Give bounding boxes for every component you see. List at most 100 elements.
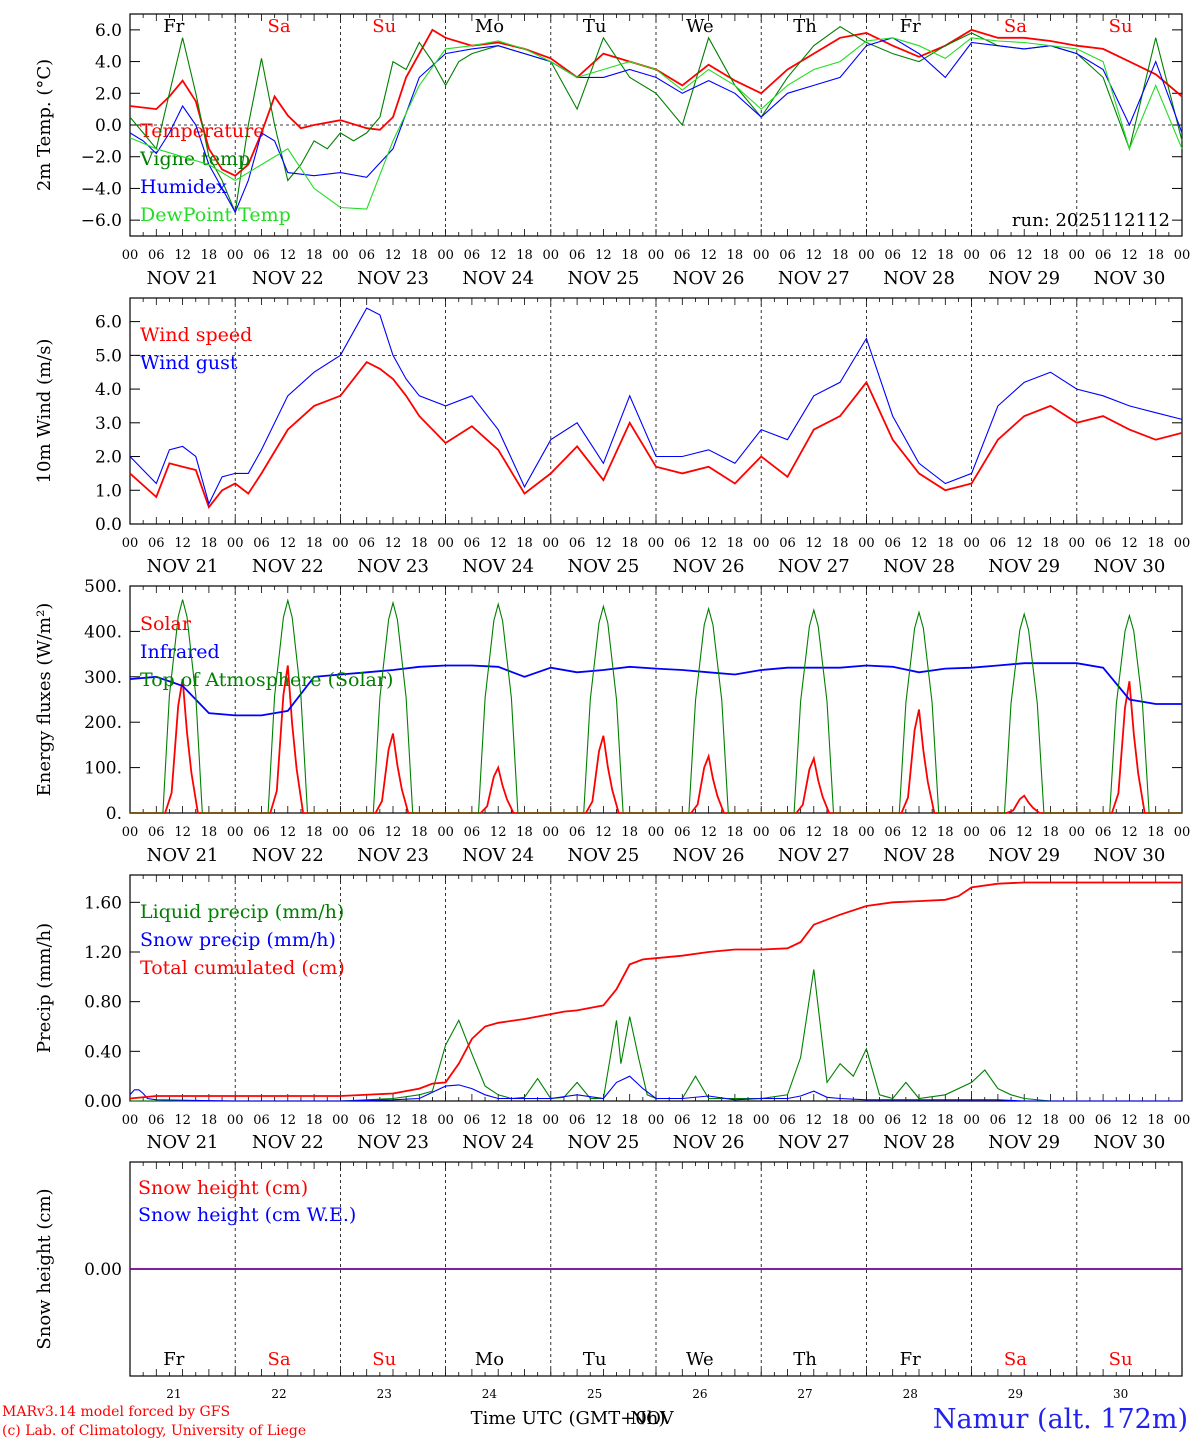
hour-tick-label: 06 bbox=[569, 825, 586, 840]
hour-tick-label: 00 bbox=[227, 825, 244, 840]
hour-tick-label: 06 bbox=[1095, 248, 1112, 263]
hour-tick-label: 12 bbox=[595, 825, 612, 840]
hour-tick-label: 06 bbox=[1095, 1113, 1112, 1128]
hour-tick-label: 18 bbox=[937, 1113, 954, 1128]
legend-entry: Temperature bbox=[140, 120, 264, 142]
hour-tick-label: 00 bbox=[1069, 1113, 1086, 1128]
y-tick-label: 4.0 bbox=[95, 380, 122, 400]
hour-tick-label: 18 bbox=[411, 825, 428, 840]
hour-tick-label: 18 bbox=[1042, 536, 1059, 551]
day-number: 22 bbox=[271, 1387, 286, 1401]
date-label: NOV 24 bbox=[462, 1132, 534, 1153]
hour-tick-label: 18 bbox=[516, 825, 533, 840]
hour-tick-label: 06 bbox=[464, 825, 481, 840]
footer-credit-line: (c) Lab. of Climatology, University of L… bbox=[2, 1423, 306, 1439]
y-tick-label: 0.0 bbox=[95, 116, 122, 136]
legend-entry: Vigne temp bbox=[139, 148, 250, 170]
legend-entry: Infrared bbox=[140, 641, 220, 663]
hour-tick-label: 06 bbox=[674, 825, 691, 840]
hour-tick-label: 18 bbox=[306, 1113, 323, 1128]
hour-tick-label: 06 bbox=[674, 248, 691, 263]
day-number: 27 bbox=[797, 1387, 812, 1401]
series-line-infrared bbox=[129, 662, 1182, 717]
run-annotation: run: 2025112112 bbox=[1012, 210, 1170, 231]
date-label: NOV 22 bbox=[252, 1132, 324, 1153]
hour-tick-label: 12 bbox=[595, 1113, 612, 1128]
day-name-top: Sa bbox=[1004, 16, 1027, 37]
hour-tick-label: 12 bbox=[595, 248, 612, 263]
hour-tick-label: 18 bbox=[411, 1113, 428, 1128]
date-label: NOV 30 bbox=[1093, 1132, 1165, 1153]
hour-tick-label: 00 bbox=[437, 825, 454, 840]
hour-tick-label: 12 bbox=[700, 825, 717, 840]
day-number: 29 bbox=[1008, 1387, 1023, 1401]
hour-tick-label: 12 bbox=[911, 825, 928, 840]
hour-tick-label: 12 bbox=[174, 536, 191, 551]
hour-tick-label: 12 bbox=[490, 825, 507, 840]
date-label: NOV 29 bbox=[988, 1132, 1060, 1153]
hour-tick-label: 18 bbox=[727, 536, 744, 551]
panel-2: 10m Wind (m/s)6.05.04.03.02.01.00.000 06 1… bbox=[34, 297, 1191, 577]
hour-tick-label: 06 bbox=[674, 1113, 691, 1128]
legend-entry: Snow height (cm) bbox=[138, 1177, 308, 1199]
hour-tick-label: 00 bbox=[1069, 825, 1086, 840]
legend-entry: Liquid precip (mm/h) bbox=[140, 901, 344, 923]
y-tick-label: 0.00 bbox=[84, 1260, 122, 1280]
day-name-bottom: Su bbox=[372, 1349, 396, 1370]
hour-tick-label: 12 bbox=[280, 825, 297, 840]
legend-entry: Wind gust bbox=[140, 352, 238, 374]
hour-tick-label: 06 bbox=[990, 248, 1007, 263]
date-label: NOV 29 bbox=[988, 845, 1060, 866]
hour-tick-label: 18 bbox=[1147, 248, 1164, 263]
date-label: NOV 26 bbox=[673, 845, 745, 866]
hour-tick-label: 12 bbox=[1121, 248, 1138, 263]
day-number: 25 bbox=[587, 1387, 602, 1401]
hour-tick-label: 00 bbox=[858, 536, 875, 551]
y-axis-label: 2m Temp. (°C) bbox=[34, 59, 55, 191]
y-tick-label: 0. bbox=[106, 804, 122, 824]
date-label: NOV 29 bbox=[988, 556, 1060, 577]
legend-entry: Wind speed bbox=[140, 324, 252, 346]
hour-tick-label: 12 bbox=[911, 248, 928, 263]
day-name-top: We bbox=[686, 16, 714, 37]
hour-tick-label: 06 bbox=[884, 536, 901, 551]
hour-tick-label: 12 bbox=[174, 825, 191, 840]
date-label: NOV 24 bbox=[462, 268, 534, 289]
series-line-top-of-atmosphere-solar- bbox=[130, 598, 1182, 814]
date-label: NOV 27 bbox=[778, 556, 850, 577]
hour-tick-label: 00 bbox=[858, 1113, 875, 1128]
hour-tick-label: 12 bbox=[385, 536, 402, 551]
date-label: NOV 25 bbox=[567, 1132, 639, 1153]
hour-tick-label: 06 bbox=[779, 248, 796, 263]
day-name-top: Th bbox=[793, 16, 817, 37]
hour-tick-label: 00 bbox=[227, 536, 244, 551]
day-name-bottom: Tu bbox=[583, 1349, 607, 1370]
date-label: NOV 22 bbox=[252, 268, 324, 289]
legend-entry: Top of Atmosphere (Solar) bbox=[140, 669, 393, 691]
hour-tick-label: 12 bbox=[1121, 536, 1138, 551]
day-name-top: Su bbox=[1109, 16, 1133, 37]
hour-tick-label: 06 bbox=[148, 1113, 165, 1128]
hour-tick-label: 00 bbox=[437, 1113, 454, 1128]
hour-tick-label: 00 bbox=[122, 536, 139, 551]
day-number: 24 bbox=[482, 1387, 498, 1401]
hour-tick-label: 18 bbox=[727, 1113, 744, 1128]
hour-tick-label: 06 bbox=[990, 1113, 1007, 1128]
hour-tick-label: 12 bbox=[490, 1113, 507, 1128]
day-name-top: Su bbox=[372, 16, 396, 37]
hour-tick-label: 06 bbox=[884, 825, 901, 840]
hour-tick-label: 12 bbox=[385, 825, 402, 840]
date-label: NOV 21 bbox=[147, 1132, 219, 1153]
hour-tick-label: 12 bbox=[911, 1113, 928, 1128]
hour-tick-label: 00 bbox=[543, 1113, 560, 1128]
hour-tick-label: 12 bbox=[1016, 825, 1033, 840]
hour-tick-label: 06 bbox=[148, 825, 165, 840]
hour-tick-label: 18 bbox=[727, 248, 744, 263]
hour-tick-label: 18 bbox=[937, 536, 954, 551]
date-label: NOV 25 bbox=[567, 268, 639, 289]
day-number: 21 bbox=[166, 1387, 181, 1401]
day-name-top: Sa bbox=[268, 16, 291, 37]
hour-tick-label: 00 bbox=[1174, 536, 1191, 551]
y-tick-label: 5.0 bbox=[95, 346, 122, 366]
